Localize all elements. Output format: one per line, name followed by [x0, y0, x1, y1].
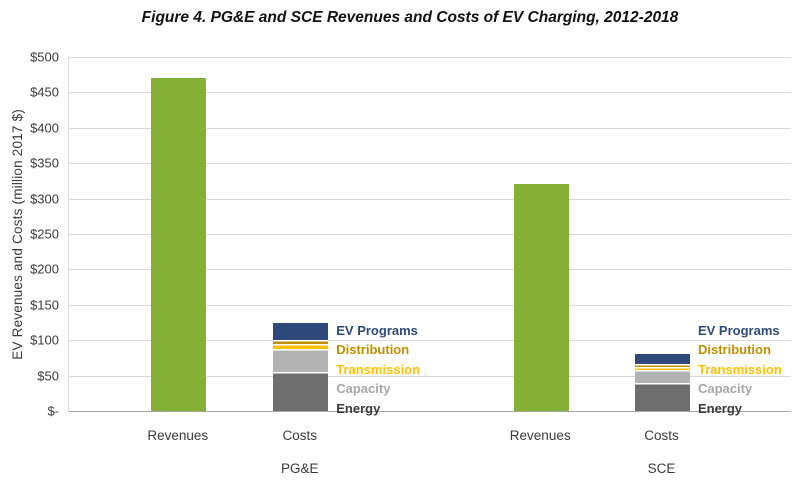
legend-label-transmission: Transmission — [697, 361, 782, 377]
plot-area: EV Programs Distribution Transmission Capac… — [68, 57, 791, 416]
gridline — [69, 57, 791, 58]
y-axis: $- $50 $100 $150 $200 $250 $300 $350 $400 $450 $50… — [0, 50, 64, 419]
bar-segment-energy — [634, 382, 690, 411]
pg-e-costs-bar — [273, 57, 329, 411]
x-tick-label-sce-revenues: Revenues — [509, 428, 571, 443]
legend-label-capacity: Capacity — [697, 381, 753, 396]
y-tick-label: $300 — [30, 191, 59, 207]
pg-e-revenues-bar — [151, 57, 207, 411]
group-label-sce: SCE — [647, 461, 676, 476]
x-tick-label-pg-e-costs: Costs — [282, 428, 318, 443]
bar-segment-capacity — [273, 349, 329, 373]
bar-segment-capacity — [634, 369, 690, 383]
bar-segment-transmission — [634, 367, 690, 370]
gridline — [69, 92, 791, 94]
y-tick-label: $350 — [30, 155, 59, 171]
bar-segment-revenues — [151, 78, 207, 411]
gridline — [69, 304, 791, 306]
gridline — [69, 269, 791, 271]
y-tick-label: $- — [47, 403, 59, 419]
chart-title: Figure 4. PG&E and SCE Revenues and Cost… — [141, 9, 679, 26]
legend-label-ev-programs: EV Programs — [697, 322, 780, 338]
y-tick-label: $200 — [30, 261, 59, 277]
bar-segment-revenues — [513, 184, 569, 411]
legend-label-energy: Energy — [336, 400, 381, 416]
legend-pg-e: EV Programs Distribution Transmission Capac… — [336, 321, 420, 419]
sce-revenues-bar — [513, 57, 569, 411]
gridline — [69, 340, 791, 342]
group-label-pg-e: PG&E — [280, 461, 319, 476]
gridline — [69, 127, 791, 129]
legend-label-distribution: Distribution — [336, 342, 410, 357]
x-axis: Revenues Costs Revenues Costs — [68, 428, 790, 448]
y-tick-label: $250 — [30, 226, 59, 242]
bar-segment-ev-programs — [634, 354, 690, 365]
group-axis: PG&E SCE — [68, 461, 790, 481]
x-tick-label-sce-costs: Costs — [644, 428, 679, 443]
y-tick-label: $150 — [30, 297, 59, 313]
gridline — [69, 375, 791, 377]
gridline — [69, 234, 791, 235]
legend-sce: EV Programs Distribution Transmission Capac… — [698, 321, 782, 419]
x-tick-label-pg-e-revenues: Revenues — [147, 428, 209, 443]
legend-label-capacity: Capacity — [336, 381, 391, 396]
legend-label-ev-programs: EV Programs — [336, 322, 418, 338]
gridline — [69, 163, 791, 165]
gridline — [69, 198, 791, 200]
bar-segment-ev-programs — [273, 322, 329, 341]
y-tick-label: $500 — [30, 49, 59, 65]
y-tick-label: $450 — [30, 84, 59, 100]
legend-label-energy: Energy — [697, 400, 743, 416]
legend-label-distribution: Distribution — [697, 342, 771, 357]
y-tick-label: $50 — [37, 368, 59, 384]
bar-segment-distribution — [273, 340, 329, 344]
y-tick-label: $400 — [30, 120, 59, 136]
sce-costs-bar — [634, 57, 690, 411]
y-tick-label: $100 — [30, 332, 59, 348]
bar-segment-energy — [273, 372, 329, 411]
bar-segment-transmission — [273, 343, 329, 350]
legend-label-transmission: Transmission — [336, 361, 421, 377]
bar-segment-distribution — [634, 364, 690, 368]
